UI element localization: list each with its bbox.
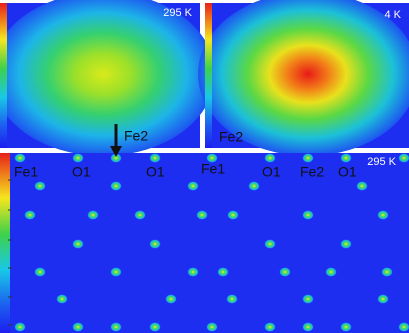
colorbar — [0, 153, 10, 333]
site-label: O1 — [262, 164, 281, 180]
arrow-head — [110, 146, 122, 157]
panel-top-left: 295 K — [0, 0, 215, 156]
temperature-label: 295 K — [367, 156, 396, 168]
atom-dot — [302, 322, 314, 332]
atom-dot — [196, 210, 208, 220]
atom-dot — [110, 153, 122, 163]
colorbar — [0, 3, 7, 148]
arrow-label: Fe2 — [124, 128, 148, 144]
atom-dot — [248, 181, 260, 191]
atom-dot — [72, 322, 84, 332]
atom-dot — [340, 239, 352, 249]
atom-dot — [226, 294, 238, 304]
site-label: O1 — [146, 164, 165, 180]
atom-dot — [149, 153, 161, 163]
atom-dot — [217, 267, 229, 277]
atom-dot — [264, 322, 276, 332]
site-label: Fe1 — [201, 161, 225, 177]
atom-dot — [187, 181, 199, 191]
atom-dot — [187, 267, 199, 277]
atom-dot — [72, 153, 84, 163]
temperature-label: 4 K — [384, 9, 401, 21]
site-label: Fe1 — [14, 164, 38, 180]
arrow: Fe2 — [110, 124, 148, 157]
atom-dot — [110, 267, 122, 277]
panel-bottom: 295 K Fe1 O1 O1 Fe1 O1 Fe2 O1 — [0, 153, 409, 333]
atom-dot — [227, 210, 239, 220]
atom-dot — [302, 210, 314, 220]
atom-dot — [279, 267, 291, 277]
atom-dot — [264, 239, 276, 249]
atom-dot — [340, 322, 352, 332]
atom-dot — [302, 153, 314, 163]
atom-dot — [149, 239, 161, 249]
density-blob — [198, 0, 409, 156]
atom-dot — [34, 181, 46, 191]
atom-dot — [264, 153, 276, 163]
site-label: O1 — [72, 164, 91, 180]
site-label: Fe2 — [219, 129, 243, 145]
atom-dot — [340, 153, 352, 163]
site-label: O1 — [338, 164, 357, 180]
atom-dot — [134, 210, 146, 220]
atom-dot — [56, 294, 68, 304]
site-label: Fe2 — [300, 164, 324, 180]
dots — [14, 153, 409, 332]
colorbar — [205, 3, 212, 148]
atom-dot — [110, 322, 122, 332]
atom-dot — [356, 181, 368, 191]
atom-dot — [14, 322, 26, 332]
atom-dot — [110, 181, 122, 191]
density-blob — [0, 0, 215, 156]
atom-dot — [72, 239, 84, 249]
atom-dot — [206, 153, 218, 163]
atom-dot — [87, 210, 99, 220]
panel-top-right: 4 K Fe2 — [198, 0, 409, 156]
temperature-label: 295 K — [163, 7, 192, 19]
atom-dot — [381, 267, 393, 277]
atom-dot — [34, 267, 46, 277]
atom-dot — [206, 322, 218, 332]
atom-dot — [325, 267, 337, 277]
atom-dot — [302, 294, 314, 304]
atom-dot — [14, 153, 26, 163]
atom-dot — [377, 210, 389, 220]
colorbar-ticks — [8, 179, 12, 326]
atom-dot — [149, 322, 161, 332]
atom-dot — [398, 322, 409, 332]
atom-dot — [24, 210, 36, 220]
atom-dot — [165, 294, 177, 304]
atom-dot — [377, 294, 389, 304]
atom-dot — [398, 153, 409, 163]
